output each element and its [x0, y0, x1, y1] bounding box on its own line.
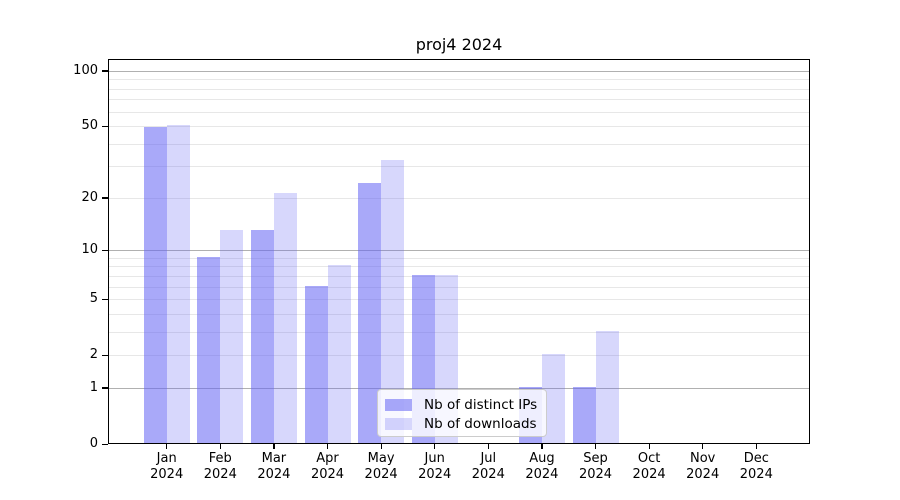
x-tick-label-jun: Jun 2024 — [418, 451, 452, 482]
x-tick-label-jul: Jul 2024 — [471, 451, 505, 482]
gridline-6 — [109, 286, 809, 288]
x-tick-label-apr: Apr 2024 — [310, 451, 345, 482]
x-tick-label-feb: Feb 2024 — [203, 451, 237, 482]
y-tick-20 — [102, 197, 108, 199]
gridline-7 — [109, 275, 809, 277]
legend-swatch-distinct-ips — [385, 398, 412, 411]
gridline-9 — [109, 257, 809, 259]
gridline-100 — [109, 70, 809, 72]
legend-item-distinct-ips: Nb of distinct IPs — [385, 395, 538, 414]
gridline-90 — [109, 79, 809, 81]
gridline-20 — [109, 197, 809, 199]
gridline-40 — [109, 143, 809, 145]
gridline-1 — [109, 387, 809, 389]
bar-jan-distinct-ips — [143, 126, 167, 443]
gridline-3 — [109, 331, 809, 333]
legend-item-downloads: Nb of downloads — [385, 414, 538, 433]
bar-mar-downloads — [273, 193, 297, 443]
gridline-30 — [109, 166, 809, 168]
y-tick-2 — [102, 354, 108, 356]
y-tick-label-20: 20 — [81, 189, 98, 205]
x-tick-dec — [755, 444, 758, 449]
bar-sep-downloads — [595, 330, 619, 443]
gridline-50 — [109, 126, 809, 128]
x-tick-label-sep: Sep 2024 — [578, 451, 613, 482]
bar-jan-downloads — [166, 125, 190, 443]
legend-label-downloads: Nb of downloads — [424, 415, 537, 432]
x-tick-label-oct: Oct 2024 — [632, 451, 666, 482]
x-tick-mar — [273, 444, 275, 449]
y-tick-label-1: 1 — [89, 379, 98, 395]
x-tick-label-jan: Jan 2024 — [150, 451, 184, 482]
x-tick-label-aug: Aug 2024 — [525, 451, 559, 482]
y-tick-label-50: 50 — [81, 118, 98, 134]
x-tick-label-may: May 2024 — [364, 451, 398, 482]
x-tick-feb — [219, 444, 222, 449]
gridline-10 — [109, 250, 809, 252]
x-tick-sep — [595, 444, 597, 449]
bar-feb-downloads — [220, 229, 244, 443]
x-tick-jul — [487, 444, 490, 449]
x-tick-label-nov: Nov 2024 — [686, 451, 720, 482]
y-tick-10 — [102, 249, 108, 251]
x-tick-oct — [648, 444, 650, 449]
plot-area — [108, 59, 810, 444]
x-tick-label-mar: Mar 2024 — [257, 451, 291, 482]
x-tick-nov — [702, 444, 704, 449]
y-tick-label-10: 10 — [81, 242, 98, 258]
y-tick-5 — [102, 298, 108, 300]
y-tick-50 — [102, 125, 108, 128]
y-tick-100 — [102, 70, 108, 72]
x-tick-aug — [541, 444, 543, 449]
bar-may-downloads — [381, 160, 405, 443]
legend-label-distinct-ips: Nb of distinct IPs — [424, 396, 538, 413]
gridline-60 — [109, 111, 809, 113]
gridline-70 — [109, 99, 809, 101]
x-tick-label-dec: Dec 2024 — [739, 451, 773, 482]
y-tick-label-5: 5 — [89, 291, 98, 307]
y-tick-label-2: 2 — [89, 347, 98, 363]
chart-title: proj4 2024 — [415, 35, 503, 54]
y-tick-label-100: 100 — [73, 62, 98, 78]
bar-mar-distinct-ips — [250, 229, 274, 443]
bar-aug-downloads — [541, 354, 565, 443]
x-tick-jun — [434, 444, 436, 449]
legend-swatch-downloads — [385, 417, 412, 430]
gridline-8 — [109, 266, 809, 268]
gridline-2 — [109, 355, 809, 357]
gridline-4 — [109, 313, 809, 315]
legend: Nb of distinct IPs Nb of downloads — [377, 389, 547, 437]
bar-feb-distinct-ips — [197, 256, 221, 443]
y-tick-label-0: 0 — [89, 436, 98, 451]
x-tick-may — [380, 444, 382, 449]
bar-apr-distinct-ips — [304, 285, 328, 443]
x-tick-jan — [166, 444, 168, 449]
bar-may-distinct-ips — [358, 182, 382, 443]
gridline-5 — [109, 299, 809, 301]
gridline-80 — [109, 88, 809, 90]
bar-apr-downloads — [327, 265, 351, 443]
y-tick-0 — [102, 443, 108, 445]
bar-sep-distinct-ips — [572, 386, 596, 443]
y-tick-1 — [102, 387, 108, 389]
x-tick-apr — [327, 444, 329, 449]
